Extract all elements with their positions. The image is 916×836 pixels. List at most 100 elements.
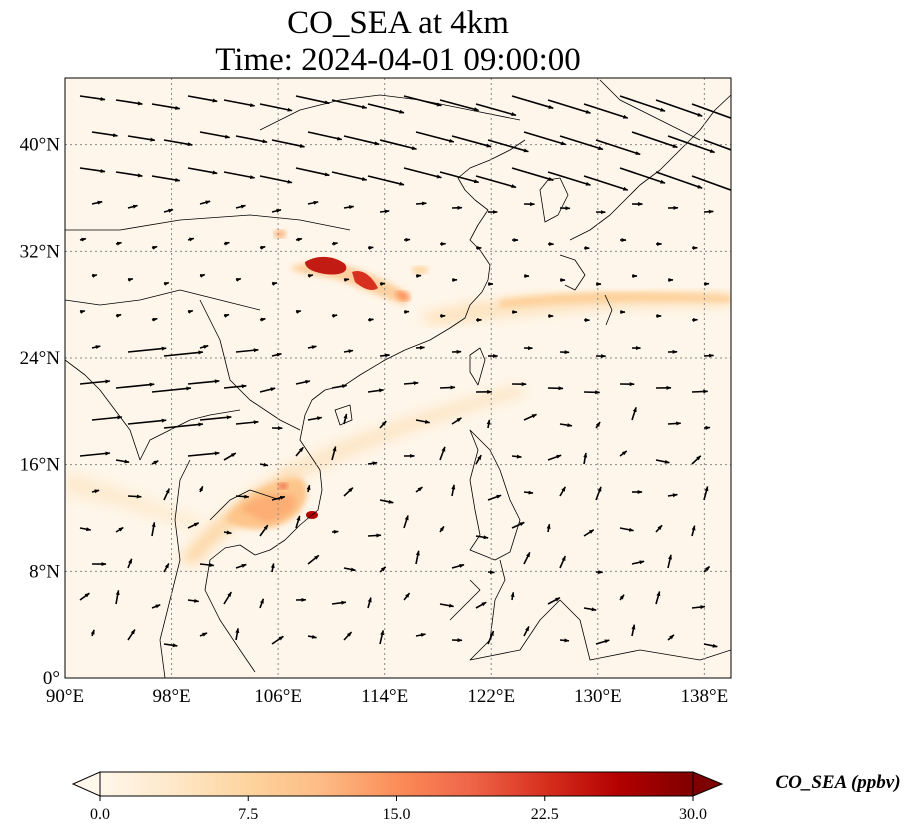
lat-tick-label: 8°N [29,561,60,582]
wind-arrow [703,139,731,151]
wind-arrow [223,241,230,246]
wind-arrow [595,139,641,156]
wind-arrow [127,346,167,353]
wind-arrow [667,634,675,641]
wind-arrow [487,570,495,575]
wind-arrow [403,95,442,107]
wind-arrow [583,175,629,191]
concentration-field [65,78,731,678]
wind-arrow [703,425,711,430]
wind-arrow [163,139,193,147]
wind-arrow [187,598,200,603]
wind-arrow [91,345,101,350]
wind-arrow [127,277,134,282]
wind-arrow [703,353,715,358]
colorbar-tick-label: 0.0 [90,806,110,823]
wind-arrow [403,237,411,242]
wind-arrow [259,462,269,467]
wind-arrow [307,345,317,350]
wind-arrow [259,524,269,537]
wind-arrow [510,591,515,601]
wind-arrow [79,592,90,601]
wind-arrow [667,554,672,569]
wind-arrow [631,560,645,565]
wind-arrow [307,634,317,639]
wind-arrow [163,350,204,357]
wind-arrow [451,484,456,497]
wind-arrow [403,381,419,386]
wind-arrow [379,281,386,286]
wind-arrow [163,563,170,573]
wind-vectors [79,95,731,648]
wind-arrow [235,277,242,282]
wind-arrow [631,406,637,421]
wind-arrow [235,563,247,569]
wind-arrow [691,389,709,394]
wind-arrow [559,135,604,151]
wind-arrow [523,551,531,565]
wind-arrow [631,131,678,149]
wind-arrow [511,95,554,109]
wind-arrow [295,309,302,314]
wind-arrow [295,95,330,105]
wind-arrow [115,313,122,318]
wind-arrow [667,421,682,426]
latitude-tick-labels: 0° 8°N 16°N 24°N 32°N 40°N [20,135,61,689]
wind-arrow [367,317,374,322]
wind-arrow [187,237,195,242]
wind-arrow [223,99,256,108]
wind-arrow [151,386,192,393]
wind-arrow [619,450,628,457]
wind-arrow [511,521,525,529]
wind-arrow [415,201,427,206]
lon-tick-label: 106°E [254,686,302,707]
wind-arrow [439,99,480,112]
wind-arrow [655,524,663,533]
lon-tick-label: 114°E [361,686,408,707]
wind-arrow [667,135,716,154]
wind-arrow [187,309,194,314]
lon-tick-label: 130°E [574,686,622,707]
wind-arrow [559,638,570,643]
wind-arrow [343,205,355,210]
wind-arrow [199,344,209,349]
wind-arrow [343,349,354,354]
wind-arrow [235,420,259,425]
wind-arrow [691,103,731,120]
wind-arrow [127,558,133,569]
wind-arrow [223,171,256,180]
wind-arrow [367,245,374,250]
wind-arrow [415,419,431,424]
wind-arrow [559,486,566,497]
wind-arrow [367,175,405,186]
wind-arrow [235,494,250,499]
wind-arrow [271,635,284,645]
wind-arrow [79,527,92,532]
wind-arrow [511,454,522,459]
wind-arrow [691,455,702,465]
wind-arrow [595,486,602,501]
lat-tick-label: 16°N [20,455,61,476]
gridlines [65,78,731,678]
wind-arrow [223,452,237,461]
lon-tick-label: 138°E [681,686,729,707]
wind-arrow [307,131,343,141]
wind-arrow [439,603,455,608]
wind-arrow [691,605,706,610]
wind-arrow [511,167,554,181]
wind-arrow [90,629,95,637]
wind-arrow [415,345,425,350]
wind-arrow [703,209,714,214]
wind-arrow [79,451,111,457]
wind-arrow [331,384,348,389]
wind-arrow [187,451,220,457]
wind-arrow [331,600,347,605]
wind-arrow [271,281,278,286]
wind-arrow [486,419,491,429]
wind-arrow [451,135,492,148]
wind-arrow [667,493,678,498]
wind-arrow [151,245,158,250]
wind-arrow [631,624,636,637]
wind-arrow [115,241,122,246]
wind-arrow [115,99,143,106]
